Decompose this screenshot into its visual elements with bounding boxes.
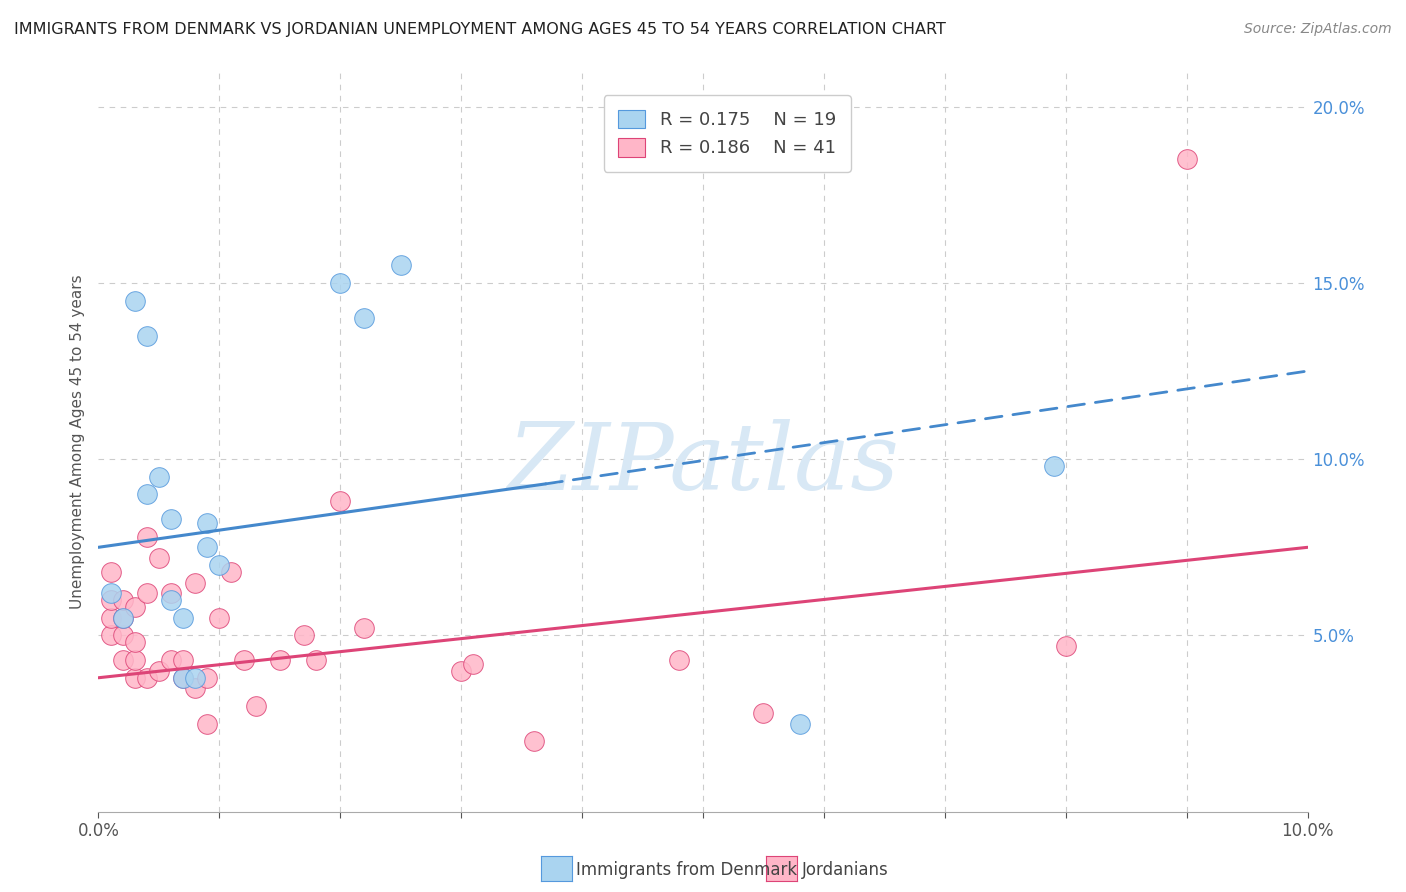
Point — [124, 671, 146, 685]
Point — [329, 276, 352, 290]
Point — [135, 671, 157, 685]
Point — [245, 698, 267, 713]
Point — [111, 611, 134, 625]
Point — [1054, 639, 1077, 653]
Point — [111, 593, 134, 607]
Text: Immigrants from Denmark: Immigrants from Denmark — [576, 861, 797, 879]
Point — [100, 593, 122, 607]
Point — [135, 586, 157, 600]
Point — [1175, 153, 1198, 167]
Point — [160, 586, 183, 600]
Point — [124, 635, 146, 649]
Point — [172, 671, 194, 685]
Text: IMMIGRANTS FROM DENMARK VS JORDANIAN UNEMPLOYMENT AMONG AGES 45 TO 54 YEARS CORR: IMMIGRANTS FROM DENMARK VS JORDANIAN UNE… — [14, 22, 946, 37]
Legend: R = 0.175    N = 19, R = 0.186    N = 41: R = 0.175 N = 19, R = 0.186 N = 41 — [603, 95, 851, 172]
Point — [789, 716, 811, 731]
Point — [148, 550, 170, 565]
Point — [100, 586, 122, 600]
Point — [135, 328, 157, 343]
Point — [160, 593, 183, 607]
Point — [172, 653, 194, 667]
Text: Source: ZipAtlas.com: Source: ZipAtlas.com — [1244, 22, 1392, 37]
Point — [100, 628, 122, 642]
Point — [1042, 459, 1064, 474]
Y-axis label: Unemployment Among Ages 45 to 54 years: Unemployment Among Ages 45 to 54 years — [69, 274, 84, 609]
Point — [100, 611, 122, 625]
Point — [148, 470, 170, 484]
Point — [111, 628, 134, 642]
Text: ZIPatlas: ZIPatlas — [508, 418, 898, 508]
Point — [195, 671, 218, 685]
Point — [172, 611, 194, 625]
Point — [463, 657, 485, 671]
Point — [160, 512, 183, 526]
Point — [329, 494, 352, 508]
Point — [523, 734, 546, 748]
Point — [184, 575, 207, 590]
Point — [668, 653, 690, 667]
Point — [124, 653, 146, 667]
Text: Jordanians: Jordanians — [801, 861, 889, 879]
Point — [269, 653, 291, 667]
Point — [111, 611, 134, 625]
Point — [232, 653, 254, 667]
Point — [353, 621, 375, 635]
Point — [305, 653, 328, 667]
Point — [135, 487, 157, 501]
Point — [172, 671, 194, 685]
Point — [124, 293, 146, 308]
Point — [208, 611, 231, 625]
Point — [111, 653, 134, 667]
Point — [195, 716, 218, 731]
Point — [208, 558, 231, 572]
Point — [389, 258, 412, 272]
Point — [160, 653, 183, 667]
Point — [148, 664, 170, 678]
Point — [124, 600, 146, 615]
Point — [292, 628, 315, 642]
Point — [135, 530, 157, 544]
Point — [100, 565, 122, 579]
Point — [752, 706, 775, 720]
Point — [450, 664, 472, 678]
Point — [195, 541, 218, 555]
Point — [195, 516, 218, 530]
Point — [184, 681, 207, 696]
Point — [353, 311, 375, 326]
Point — [184, 671, 207, 685]
Point — [221, 565, 243, 579]
